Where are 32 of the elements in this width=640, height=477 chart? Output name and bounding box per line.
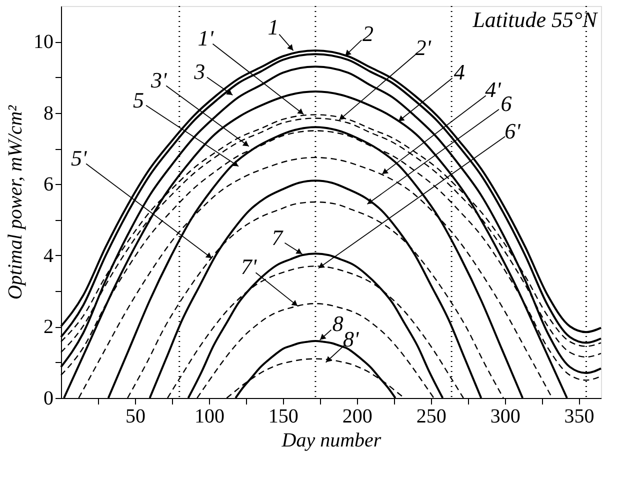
annotation: 4' [485,77,502,102]
annotation: 3 [193,59,206,84]
annotation: 4 [454,59,465,84]
annotation: 1' [198,25,214,50]
y-tick-label: 4 [44,244,54,267]
y-tick-label: 2 [44,316,54,338]
y-tick-label: 10 [34,31,54,54]
annotation: 3' [150,67,168,92]
y-tick-label: 0 [44,388,54,410]
x-tick-label: 250 [416,406,446,428]
x-tick-label: 300 [490,406,520,428]
annotation: 1 [268,14,279,40]
annotation: 8' [342,326,359,352]
x-tick-label: 150 [268,406,298,428]
x-axis-title: Day number [280,430,382,452]
annotation: 6 [500,91,512,116]
annotation: 7 [272,225,284,250]
x-tick-label: 350 [564,406,594,428]
x-tick-label: 200 [342,406,372,428]
annotation: 7' [240,254,257,280]
annotation: 5' [71,145,88,170]
annotation: Latitude 55°N [472,7,598,32]
annotation: 6' [504,118,521,144]
annotation: 8 [332,310,344,336]
y-tick-label: 6 [44,174,54,196]
y-tick-label: 8 [44,102,54,124]
x-tick-label: 100 [194,406,224,428]
annotation: 2' [415,35,432,60]
y-axis-title: Optimal power, mW/cm² [4,104,26,300]
annotation: 2 [362,20,374,46]
x-tick-label: 50 [125,406,146,428]
annotation: 5 [133,87,144,112]
